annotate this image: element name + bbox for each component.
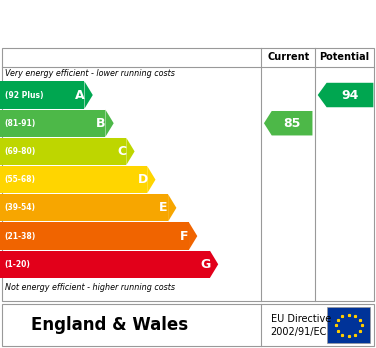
Polygon shape	[264, 111, 312, 135]
Text: Very energy efficient - lower running costs: Very energy efficient - lower running co…	[5, 69, 174, 78]
Text: (1-20): (1-20)	[5, 260, 30, 269]
Polygon shape	[147, 166, 156, 193]
Text: Not energy efficient - higher running costs: Not energy efficient - higher running co…	[5, 283, 174, 292]
Text: (81-91): (81-91)	[5, 119, 36, 128]
Text: 85: 85	[284, 117, 301, 130]
Polygon shape	[318, 83, 373, 107]
Polygon shape	[105, 110, 114, 137]
Text: E: E	[159, 201, 168, 214]
Polygon shape	[210, 251, 218, 278]
Text: Energy Efficiency Rating: Energy Efficiency Rating	[64, 14, 312, 32]
Text: (21-38): (21-38)	[5, 231, 36, 240]
Text: (69-80): (69-80)	[5, 147, 36, 156]
Text: 94: 94	[341, 88, 359, 102]
Text: D: D	[138, 173, 148, 186]
Text: C: C	[117, 145, 126, 158]
Bar	[0, 110, 105, 137]
Bar	[0, 194, 168, 221]
Text: (39-54): (39-54)	[5, 203, 35, 212]
Text: F: F	[180, 230, 189, 243]
Polygon shape	[189, 222, 197, 250]
Bar	[0, 81, 85, 109]
Text: A: A	[75, 88, 85, 102]
Bar	[327, 307, 370, 343]
Text: EU Directive: EU Directive	[271, 314, 331, 324]
Text: (92 Plus): (92 Plus)	[5, 90, 43, 100]
Bar	[0, 251, 210, 278]
Text: G: G	[200, 258, 211, 271]
Text: 2002/91/EC: 2002/91/EC	[271, 327, 327, 337]
Polygon shape	[126, 138, 135, 165]
Bar	[0, 222, 189, 250]
Bar	[0, 138, 126, 165]
Polygon shape	[168, 194, 176, 221]
Polygon shape	[85, 81, 93, 109]
Text: Potential: Potential	[320, 52, 370, 62]
Text: Current: Current	[267, 52, 309, 62]
Text: England & Wales: England & Wales	[31, 316, 188, 334]
Text: B: B	[96, 117, 106, 130]
Bar	[0, 166, 147, 193]
Text: (55-68): (55-68)	[5, 175, 35, 184]
